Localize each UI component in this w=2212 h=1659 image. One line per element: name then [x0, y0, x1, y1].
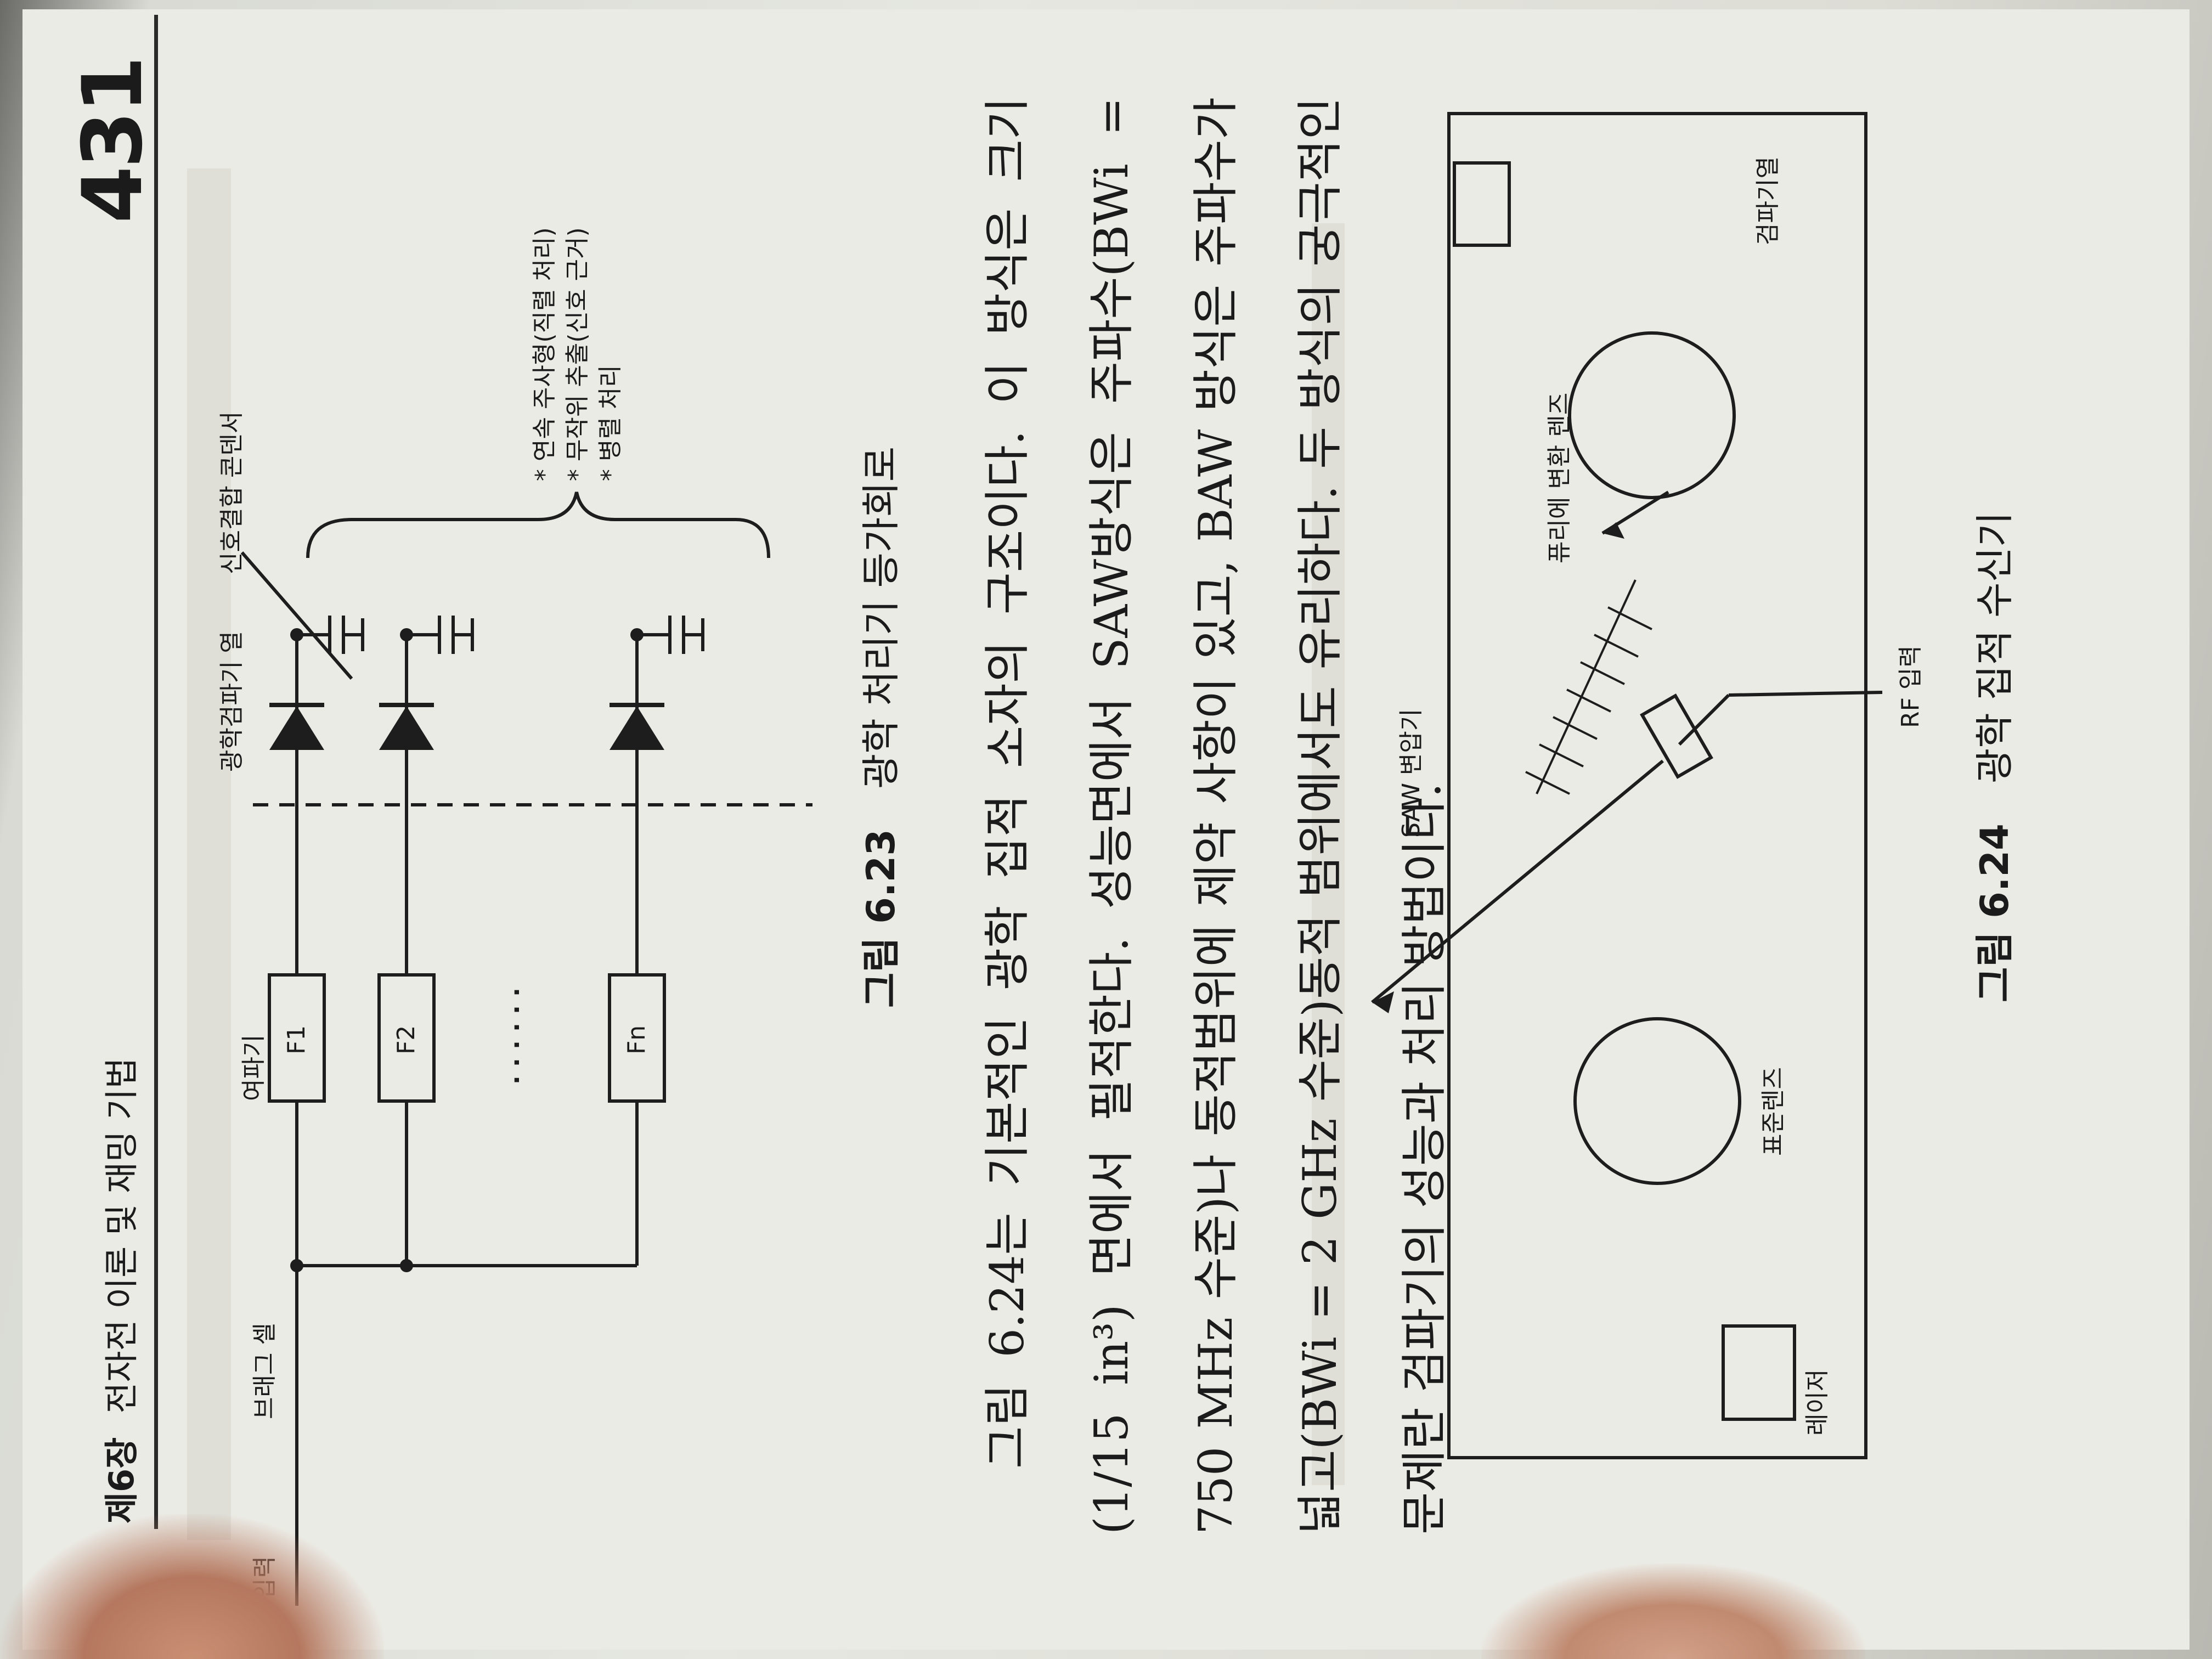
label-standard-lens: 표준렌즈	[1759, 1067, 1787, 1156]
fingertip	[1481, 1564, 1865, 1659]
fingertip	[0, 1514, 384, 1659]
figure-6-24-caption: 그림 6.24 광학 집적 수신기	[1972, 512, 2017, 1002]
label-rf-input: RF 입력	[1897, 645, 1925, 728]
caption-number: 그림 6.24	[1972, 823, 2017, 1002]
label-saw-transducer: SAW 변압기	[1397, 708, 1425, 838]
figure-6-23-diagram	[240, 492, 812, 1606]
book-page: 제6장 전자전 이론 및 재밍 기법 431	[22, 9, 2190, 1650]
label-detector-array: 검파기열	[1754, 156, 1782, 245]
figure-6-24-diagram	[1371, 112, 1883, 1459]
caption-title: 광학 집적 수신기	[1972, 511, 2017, 783]
label-laser: 레이저	[1803, 1369, 1831, 1436]
label-fourier-lens: 퓨리에 변환 렌즈	[1545, 392, 1573, 563]
